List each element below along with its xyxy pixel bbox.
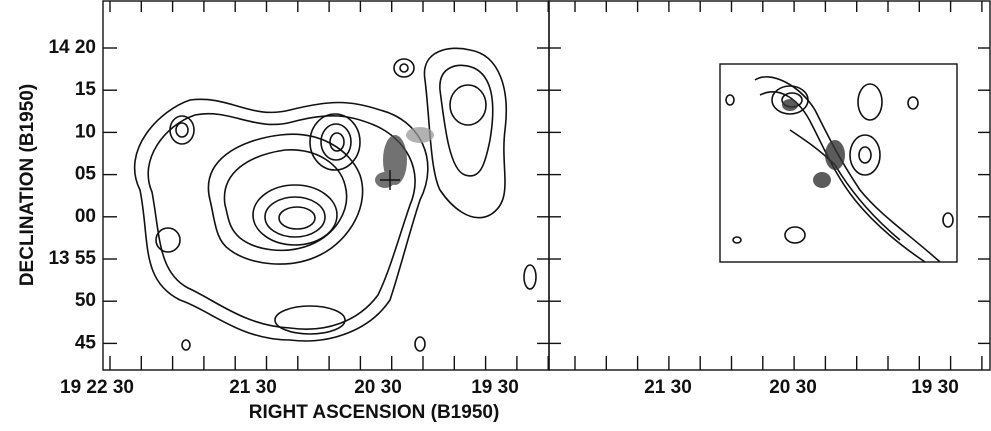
y-axis-title: DECLINATION (B1950) — [17, 84, 38, 286]
contours — [726, 77, 953, 262]
x-tick-label: 21 30 — [644, 377, 692, 398]
frame — [103, 1, 549, 370]
y-tick-label: 45 — [75, 332, 97, 353]
y-tick-label: 14 20 — [48, 37, 96, 58]
y-tick-label: 50 — [75, 290, 96, 311]
x-tick-label: 19 30 — [911, 377, 959, 398]
x-tick-label: 19 30 — [471, 377, 519, 398]
figure: DECLINATION (B1950) RIGHT ASCENSION (B19… — [0, 0, 991, 431]
emission-shading — [375, 127, 434, 188]
emission-shading — [782, 99, 845, 188]
left-panel — [103, 1, 549, 370]
right-panel — [549, 1, 990, 370]
y-tick-label: 10 — [75, 121, 96, 142]
x-tick-label: 20 30 — [769, 377, 817, 398]
x-tick-label: 20 30 — [354, 377, 402, 398]
x-tick-label: 21 30 — [229, 377, 277, 398]
ticks: 14 20 15 10 05 00 13 55 50 45 19 22 30 21 30 20 30… — [48, 1, 990, 398]
x-tick-label: 19 22 30 — [60, 377, 134, 398]
y-tick-label: 00 — [75, 206, 96, 227]
frame — [549, 1, 990, 370]
contours — [135, 48, 536, 351]
y-tick-label: 15 — [75, 79, 97, 100]
y-tick-label: 13 55 — [48, 248, 96, 269]
x-axis-title: RIGHT ASCENSION (B1950) — [249, 402, 500, 423]
y-tick-label: 05 — [75, 164, 97, 185]
